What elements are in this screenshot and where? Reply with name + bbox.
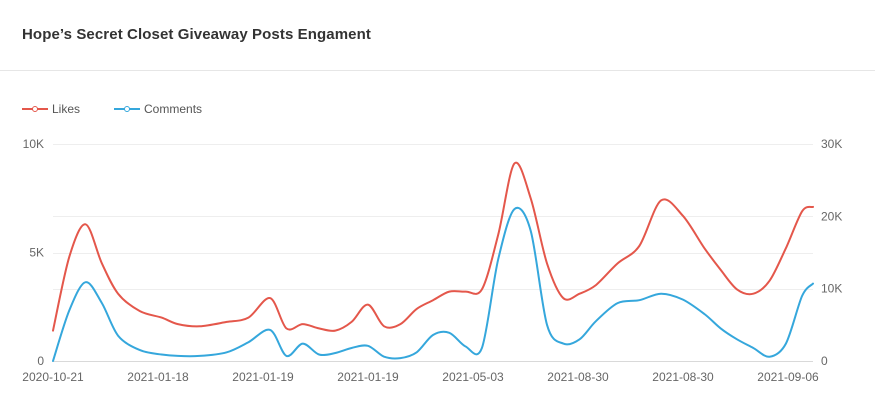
card-header: Hope’s Secret Closet Giveaway Posts Enga… [0, 0, 875, 71]
legend-swatch-likes [22, 104, 48, 114]
legend-item-likes[interactable]: Likes [22, 102, 80, 116]
chart-legend: Likes Comments [22, 100, 236, 118]
chart-title: Hope’s Secret Closet Giveaway Posts Enga… [22, 26, 371, 43]
y-right-tick-label: 20K [821, 209, 842, 223]
x-tick-label: 2021-08-30 [547, 370, 609, 384]
y-right-tick-label: 10K [821, 282, 842, 296]
grid-lines [53, 144, 813, 290]
x-tick-label: 2021-01-19 [232, 370, 294, 384]
legend-label-likes: Likes [52, 102, 81, 116]
x-tick-label: 2020-10-21 [22, 370, 84, 384]
x-tick-label: 2021-09-06 [757, 370, 819, 384]
x-tick-label: 2021-01-18 [127, 370, 189, 384]
y-left-tick-label: 0 [37, 354, 44, 368]
series-lines[interactable] [52, 161, 814, 362]
series-line-comments[interactable] [52, 206, 814, 362]
tick-labels: 0 5K 10K 0 10K 20K 30K 2020-10-21 2021-01-18 2021… [22, 137, 842, 384]
legend-item-comments[interactable]: Comments [114, 102, 202, 116]
legend-label-comments: Comments [144, 102, 203, 116]
series-line-likes[interactable] [52, 161, 814, 332]
y-left-tick-label: 5K [29, 246, 44, 260]
x-tick-label: 2021-08-30 [652, 370, 714, 384]
y-left-tick-label: 10K [23, 137, 44, 151]
x-tick-label: 2021-05-03 [442, 370, 504, 384]
y-right-tick-label: 0 [821, 354, 828, 368]
y-right-tick-label: 30K [821, 137, 842, 151]
x-tick-label: 2021-01-19 [337, 370, 399, 384]
legend-swatch-comments [114, 104, 141, 114]
